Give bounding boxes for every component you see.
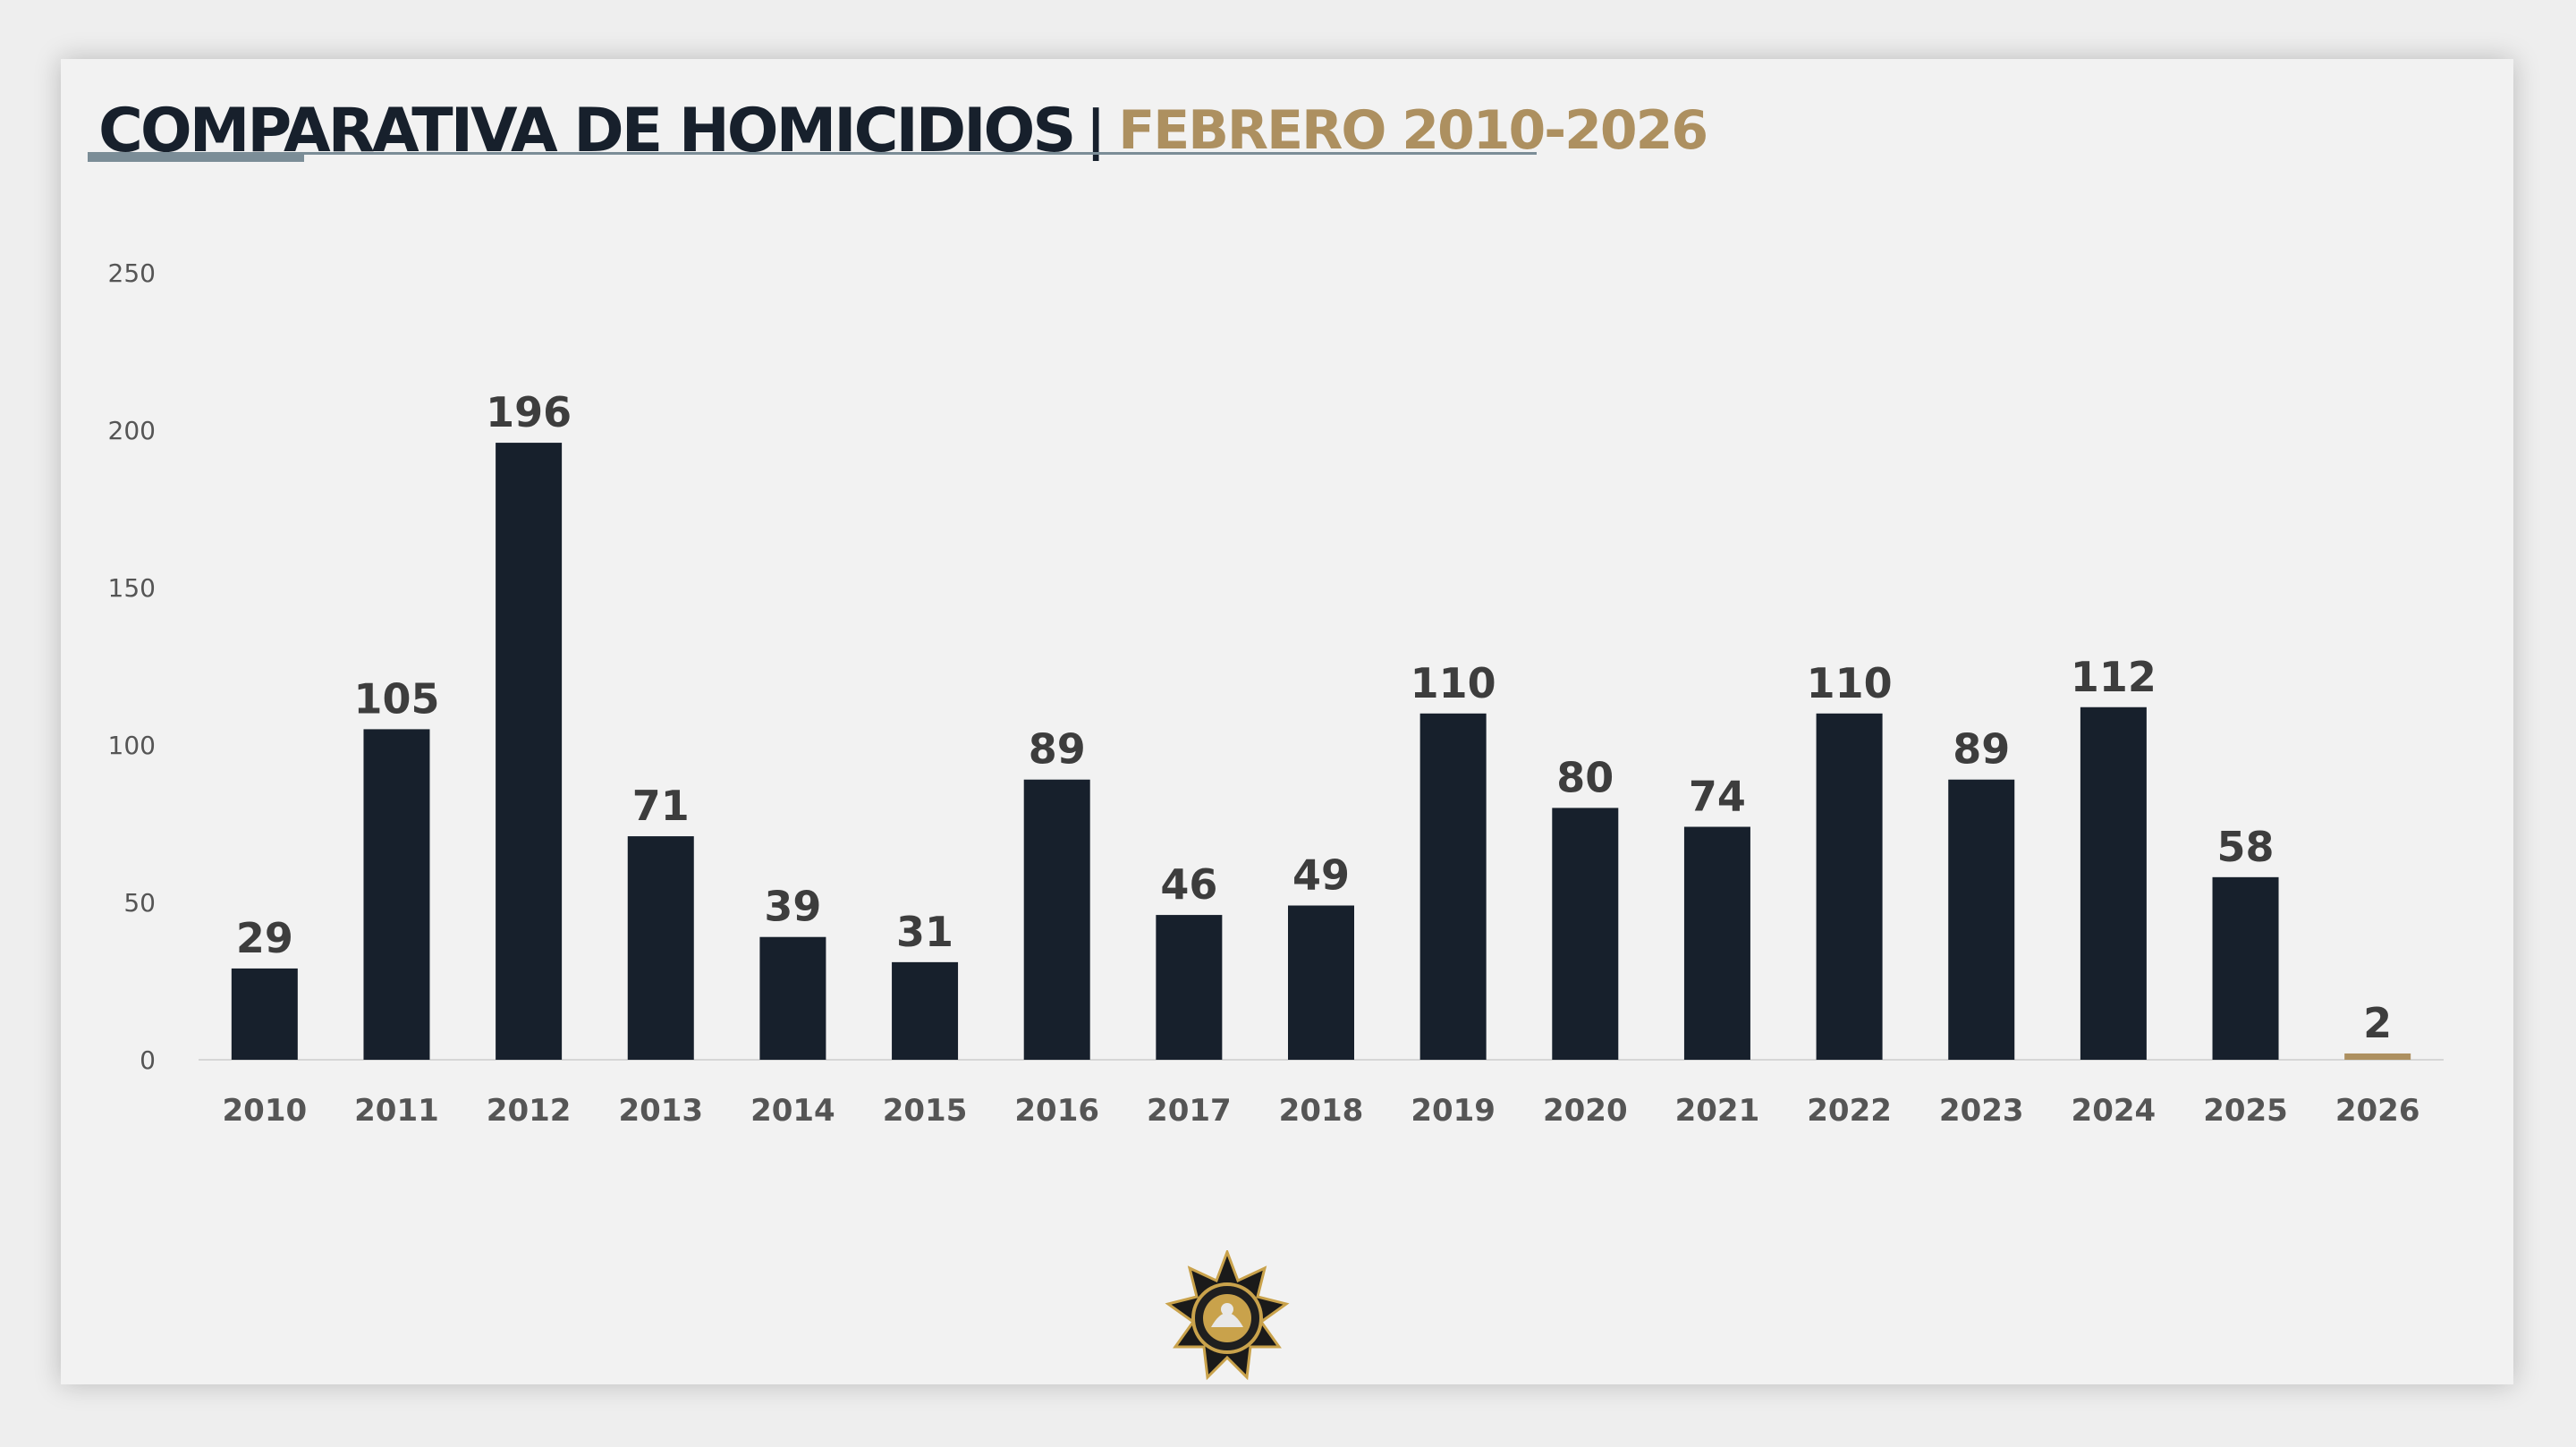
- bar: [1948, 779, 2015, 1060]
- x-tick-label: 2021: [1675, 1093, 1760, 1129]
- data-label: 71: [632, 782, 690, 830]
- title-underline: [88, 152, 1537, 155]
- y-tick-label: 150: [108, 573, 156, 603]
- x-tick-label: 2015: [883, 1093, 968, 1129]
- bar: [496, 443, 563, 1061]
- bar: [231, 968, 298, 1060]
- x-tick-label: 2014: [750, 1093, 835, 1129]
- data-label: 46: [1160, 860, 1217, 909]
- bar: [363, 729, 430, 1060]
- bar: [759, 936, 826, 1060]
- x-tick-label: 2026: [2335, 1093, 2420, 1129]
- x-tick-label: 2010: [223, 1093, 308, 1129]
- bar: [1156, 915, 1223, 1060]
- chart-subtitle: FEBRERO 2010-2026: [1118, 99, 1708, 162]
- bar: [2080, 707, 2147, 1060]
- bar: [1816, 713, 1883, 1060]
- data-label: 29: [236, 914, 293, 962]
- data-label: 89: [1029, 725, 1086, 774]
- data-label: 196: [486, 388, 572, 436]
- bar: [892, 961, 959, 1060]
- y-tick-label: 250: [108, 258, 156, 288]
- data-label: 80: [1556, 753, 1614, 801]
- bar: [1023, 779, 1090, 1060]
- data-label: 31: [896, 908, 953, 956]
- data-label: 110: [1411, 659, 1496, 707]
- y-tick-label: 200: [108, 416, 156, 445]
- data-label: 105: [353, 674, 439, 723]
- title-separator: |: [1086, 99, 1106, 162]
- x-tick-label: 2016: [1014, 1093, 1099, 1129]
- y-tick-label: 100: [108, 731, 156, 760]
- x-tick-label: 2011: [354, 1093, 439, 1129]
- data-label: 112: [2071, 653, 2157, 701]
- data-label: 49: [1292, 851, 1350, 900]
- x-tick-label: 2024: [2072, 1093, 2157, 1129]
- x-tick-label: 2022: [1807, 1093, 1892, 1129]
- data-label: 110: [1807, 659, 1893, 707]
- x-tick-label: 2017: [1147, 1093, 1232, 1129]
- bar: [627, 836, 694, 1060]
- bar: [1552, 808, 1619, 1060]
- x-tick-label: 2019: [1411, 1093, 1496, 1129]
- y-tick-label: 0: [140, 1045, 156, 1075]
- bar: [1288, 905, 1354, 1060]
- police-seal-icon: [1165, 1250, 1290, 1381]
- x-tick-label: 2012: [487, 1093, 572, 1129]
- data-label: 39: [764, 883, 821, 931]
- data-label: 74: [1689, 773, 1746, 821]
- x-tick-label: 2025: [2203, 1093, 2288, 1129]
- y-tick-label: 50: [123, 888, 156, 918]
- x-tick-label: 2023: [1939, 1093, 2024, 1129]
- data-label: 58: [2217, 823, 2275, 871]
- x-tick-label: 2013: [618, 1093, 703, 1129]
- data-label: 2: [2363, 999, 2392, 1047]
- x-tick-label: 2020: [1543, 1093, 1628, 1129]
- bar: [2212, 876, 2279, 1060]
- data-label: 89: [1953, 725, 2010, 774]
- bar: [1683, 826, 1750, 1060]
- bar: [1419, 713, 1487, 1060]
- x-tick-label: 2018: [1279, 1093, 1364, 1129]
- title-underline-accent: [88, 152, 304, 162]
- bar: [2344, 1053, 2411, 1060]
